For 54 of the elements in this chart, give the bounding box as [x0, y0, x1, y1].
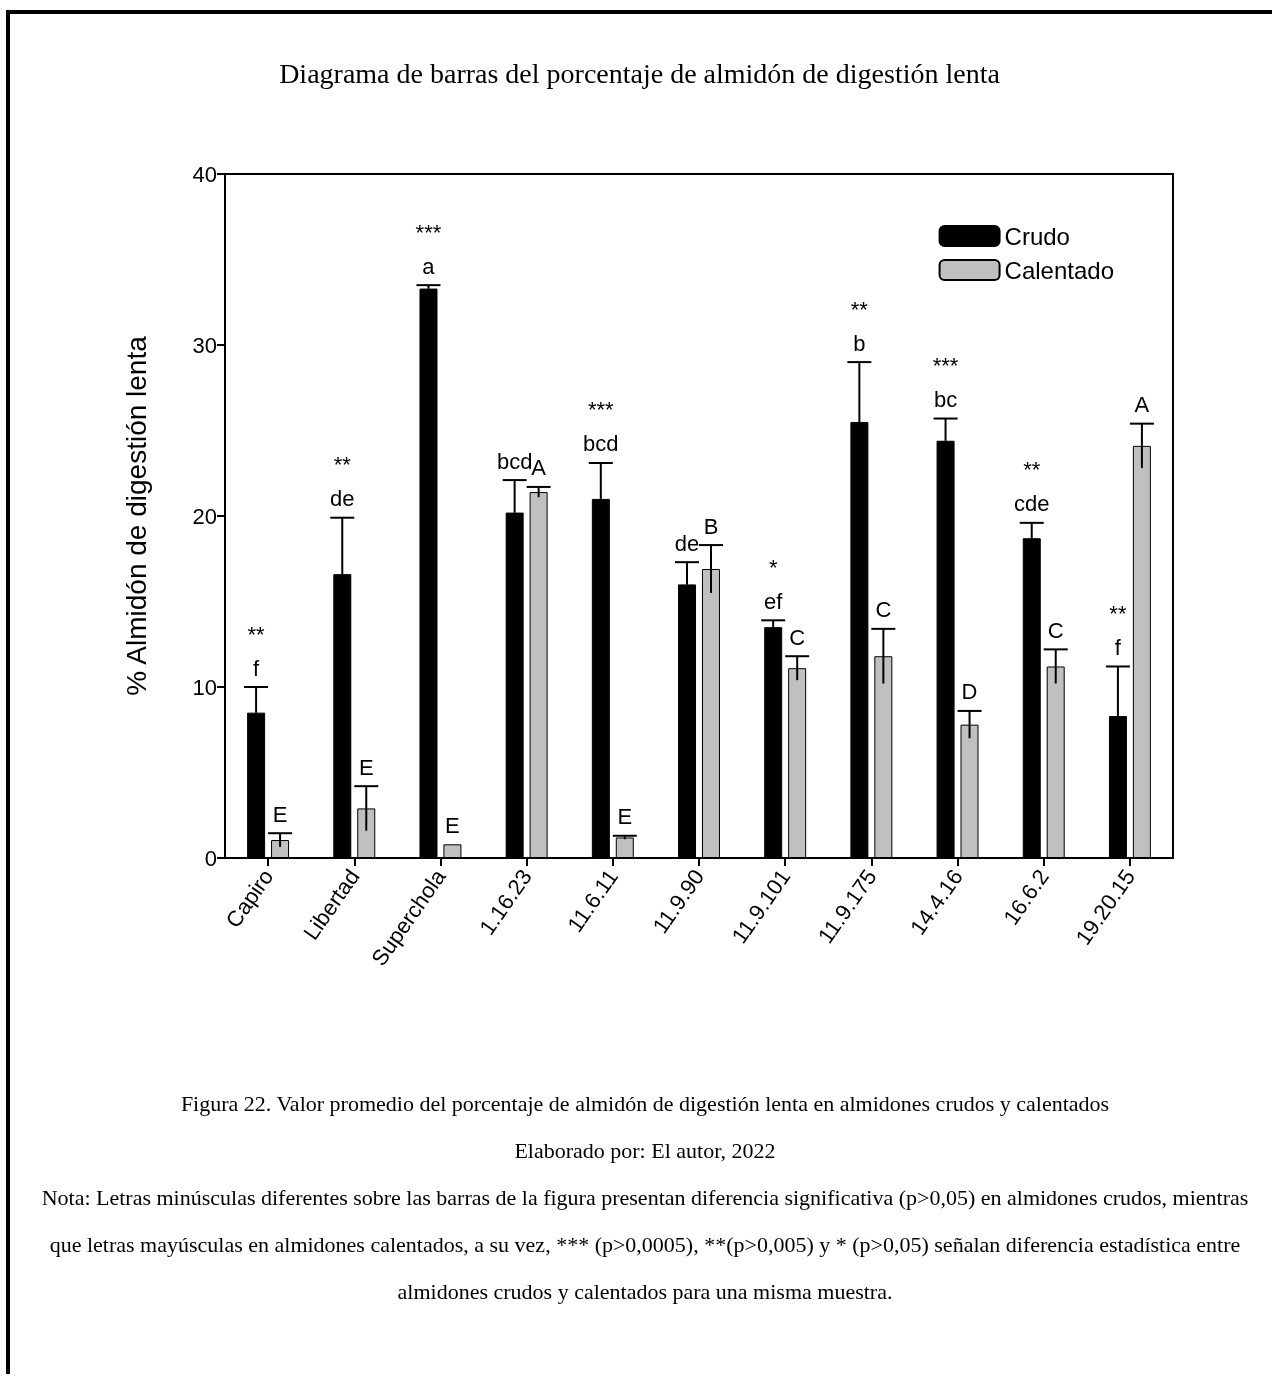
text: Nota: Letras minúsculas diferentes sobre las barras de la figura presentan diferencia significativa (p>0,05) en almidones crudos, mientras que letras mayúsculas en almidones calentados, a su vez, *** (p>0,0005), **(p>0,005) y * (p>0,05) señalan diferencia estadística entre almidones crudos y calentados para una misma muestra. — [40, 1184, 1250, 1306]
text: Figura 22. Valor promedio del porcentaje de almidón de digestión lenta en almidones crudos y calentados — [179, 1090, 1111, 1118]
data-label: *** bcd — [583, 397, 619, 457]
data-label: E — [272, 801, 288, 827]
data-label: C — [1047, 617, 1064, 643]
y-tick-label: 0 — [204, 845, 217, 871]
y-tick-label: 30 — [192, 332, 217, 358]
bar — [850, 421, 869, 858]
y-axis-title: % Almidón de digestión lenta — [120, 335, 152, 696]
y-tick-label: 40 — [192, 161, 217, 187]
bar — [1046, 666, 1065, 858]
data-label: D — [961, 679, 978, 705]
bar — [701, 569, 720, 858]
data-label: A — [531, 455, 547, 481]
data-label: E — [358, 754, 374, 780]
bar — [591, 498, 610, 858]
data-label: *** a — [415, 219, 442, 279]
bar — [271, 840, 290, 858]
data-label: ** de — [330, 452, 355, 512]
bar — [443, 844, 462, 858]
bar — [1022, 538, 1041, 858]
data-label: de — [674, 530, 700, 556]
y-tick-label: 10 — [192, 674, 217, 700]
y-tick-label: 20 — [192, 503, 217, 529]
data-label: E — [445, 812, 460, 838]
text: Elaborado por: El autor, 2022 — [513, 1137, 777, 1165]
data-label: ** f — [1109, 600, 1127, 660]
bar — [247, 712, 266, 858]
bar — [1108, 716, 1127, 858]
data-label: * ef — [764, 554, 784, 614]
chart-title: Diagrama de barras del porcentaje de almidón de digestión lenta — [279, 57, 1001, 89]
data-label: C — [789, 624, 806, 650]
bar — [936, 440, 955, 858]
bar — [333, 574, 352, 858]
bar — [788, 668, 807, 858]
bar — [678, 584, 697, 858]
data-label: A — [1134, 392, 1150, 418]
data-label: bcd — [496, 448, 533, 474]
bar — [357, 808, 376, 858]
data-label: E — [617, 804, 633, 830]
data-label: ** b — [850, 296, 869, 356]
data-label: C — [875, 597, 892, 623]
legend-label: Crudo — [1004, 222, 1070, 250]
data-label: *** bc — [932, 353, 959, 413]
data-label: ** f — [247, 621, 266, 681]
bar — [764, 627, 783, 858]
data-label: ** cde — [1013, 457, 1050, 517]
bar — [419, 288, 438, 858]
bar — [1132, 445, 1151, 858]
bar — [874, 656, 893, 858]
legend-label: Calentado — [1004, 256, 1114, 284]
data-label: B — [703, 513, 719, 539]
bar — [615, 837, 634, 858]
bar — [529, 492, 548, 858]
